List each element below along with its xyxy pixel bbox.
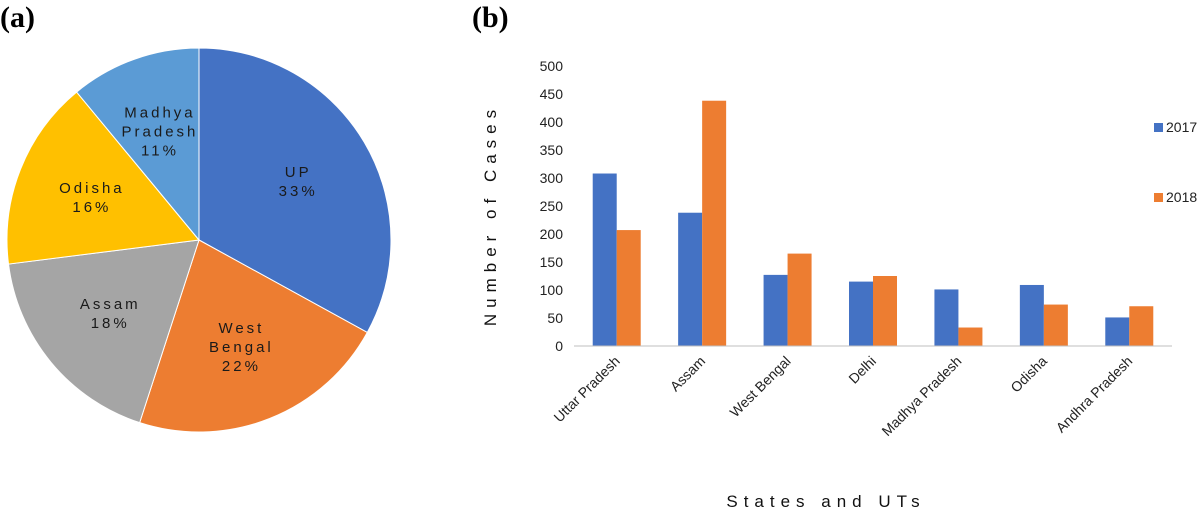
x-tick-label: Andhra Pradesh [1053,353,1136,436]
x-tick-label: Delhi [845,353,879,387]
y-tick-label: 250 [540,198,564,214]
bar-andhra-pradesh-2017 [1105,317,1130,346]
pie-label-madhya-pradesh: Madhya Pradesh 11% [122,105,199,160]
y-tick-label: 150 [540,254,564,270]
bar-west-bengal-2017 [763,274,788,346]
x-tick-label: Madhya Pradesh [878,353,964,439]
y-tick-label: 300 [540,170,564,186]
x-tick-label: West Bengal [726,353,793,420]
y-tick-label: 100 [540,282,564,298]
bar-uttar-pradesh-2018 [616,230,641,346]
pie-slice-madhya-pradesh [75,47,200,242]
y-tick-label: 50 [547,310,563,326]
pie-chart: UP 33% West Bengal 22% Assam 18% Odisha 16% Madhy… [6,47,392,433]
pie-percent-west-bengal: 22% [222,358,261,375]
y-axis-title: Number of Cases [481,104,500,326]
pie-label-line-up: UP [285,164,312,181]
pie-slice-assam [7,239,200,424]
x-axis-ticks: Uttar Pradesh Assam West Bengal Delhi Madhya… [550,353,1135,439]
pie-percent-up: 33% [279,183,318,200]
pie-label-line-madhya-pradesh: Madhya [124,105,195,122]
bar-madhya-pradesh-2018 [958,327,983,346]
x-tick-label: Assam [667,353,709,395]
pie-label-west-bengal: West Bengal 22% [209,320,274,375]
bar-odisha-2017 [1019,284,1044,346]
pie-label-odisha: Odisha 16% [59,180,125,216]
x-tick-label: Odisha [1007,353,1050,396]
y-tick-label: 200 [540,226,564,242]
pie-label-assam: Assam 18% [80,296,141,332]
pie-label-line-west-bengal: Bengal [209,339,274,356]
pie-percent-assam: 18% [91,315,130,332]
pie-label-line-odisha: Odisha [59,180,125,197]
x-axis-title: States and UTs [726,492,925,511]
legend-label-2017: 2017 [1166,119,1197,135]
legend-label-2018: 2018 [1166,189,1197,205]
y-tick-label: 350 [540,142,564,158]
y-tick-label: 450 [540,86,564,102]
bar-chart: 0 50 100 150 200 250 300 350 400 450 500 Uttar Pra… [481,58,1197,511]
pie-label-line-madhya-pradesh: Pradesh [122,124,199,141]
bar-delhi-2018 [873,276,897,346]
panel-b-label: (b) [472,1,509,34]
pie-percent-odisha: 16% [72,199,111,216]
bar-assam-2018 [702,100,727,346]
pie-slice-up [198,47,392,334]
bars [592,100,1154,346]
legend: 2017 2018 [1154,119,1197,205]
pie-label-line-west-bengal: West [218,320,264,337]
legend-swatch-2018 [1154,193,1163,202]
bar-uttar-pradesh-2017 [592,173,617,346]
pie-label-up: UP 33% [279,164,318,200]
bar-odisha-2018 [1043,304,1068,346]
y-tick-label: 0 [555,338,563,354]
bar-assam-2017 [678,212,703,346]
x-tick-label: Uttar Pradesh [550,353,622,425]
pie-percent-madhya-pradesh: 11% [141,143,179,160]
y-tick-label: 500 [540,58,564,74]
legend-swatch-2017 [1154,123,1163,132]
pie-slice-odisha [6,91,200,265]
panel-a-label: (a) [0,1,35,34]
pie-slice-west-bengal [139,239,368,433]
bar-madhya-pradesh-2017 [934,289,959,346]
bar-delhi-2017 [849,281,873,346]
bar-west-bengal-2018 [787,253,812,346]
y-axis-ticks: 0 50 100 150 200 250 300 350 400 450 500 [540,58,564,354]
bar-andhra-pradesh-2018 [1129,306,1154,346]
y-tick-label: 400 [540,114,564,130]
pie-label-line-assam: Assam [80,296,141,313]
